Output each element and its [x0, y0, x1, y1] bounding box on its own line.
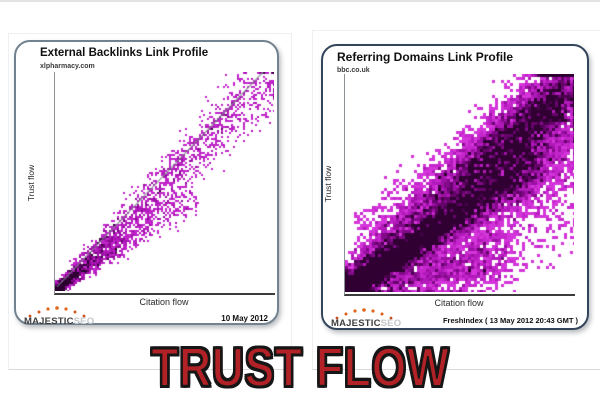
majesticseo-logo: MAJESTICSEO — [331, 308, 421, 334]
x-axis-label: Citation flow — [139, 297, 189, 307]
chart-card-external-backlinks: External Backlinks Link Profile xlpharma… — [14, 40, 279, 327]
brand-name: MAJESTIC — [331, 318, 381, 329]
freshindex-timestamp: FreshIndex ( 13 May 2012 20:43 GMT ) — [442, 316, 578, 325]
logo-text: MAJESTICSEO — [331, 318, 401, 329]
chart-card-referring-domains: Referring Domains Link Profile bbc.co.uk… — [321, 44, 589, 330]
logo-text: MAJESTICSEO — [24, 316, 94, 327]
scatter-canvas — [345, 74, 574, 292]
brand-suffix: SEO — [380, 318, 402, 329]
trust-flow-banner: TRUST FLOW — [0, 337, 600, 399]
scatter-canvas — [55, 72, 274, 291]
chart-title: Referring Domains Link Profile — [337, 50, 514, 64]
y-axis-label: Trust flow — [26, 164, 36, 201]
scatter-plot-area — [54, 72, 275, 295]
brand-suffix: SEO — [73, 316, 95, 327]
majestic-stars-arc-icon — [335, 308, 393, 320]
chart-domain: bbc.co.uk — [337, 67, 370, 74]
y-axis-label: Trust flow — [323, 165, 333, 203]
chart-domain: xlpharmacy.com — [40, 63, 95, 70]
trust-flow-banner-text: TRUST FLOW — [150, 337, 450, 399]
page-top-strip — [0, 0, 600, 2]
chart-date: 10 May 2012 — [221, 314, 268, 323]
scatter-plot-area — [344, 74, 575, 296]
x-axis-label: Citation flow — [434, 298, 484, 308]
majestic-stars-arc-icon — [28, 306, 86, 318]
y-axis-label-wrap: Trust flow — [321, 74, 335, 294]
majesticseo-logo: MAJESTICSEO — [24, 306, 114, 332]
chart-title: External Backlinks Link Profile — [40, 47, 209, 59]
brand-name: MAJESTIC — [24, 316, 74, 327]
y-axis-label-wrap: Trust flow — [24, 72, 38, 293]
